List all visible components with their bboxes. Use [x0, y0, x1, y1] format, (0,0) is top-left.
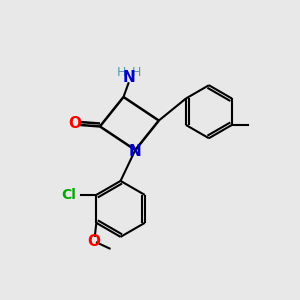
Text: H: H	[131, 66, 141, 80]
Text: Cl: Cl	[61, 188, 76, 202]
Text: O: O	[68, 116, 81, 131]
Text: N: N	[129, 144, 142, 159]
Text: N: N	[122, 70, 135, 86]
Text: H: H	[117, 66, 126, 80]
Text: O: O	[87, 234, 100, 249]
